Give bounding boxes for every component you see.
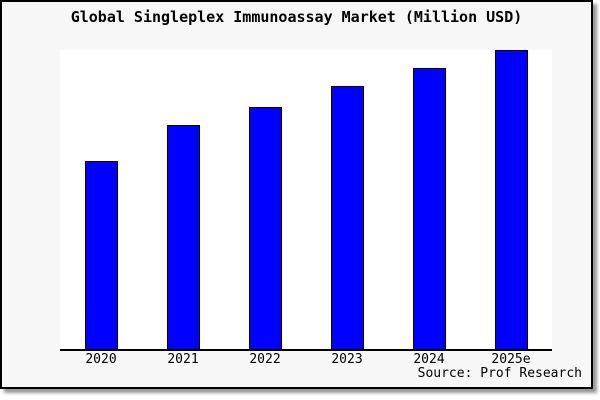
x-tick-label-2025e: 2025e — [491, 352, 531, 367]
source-text: Source: Prof Research — [417, 366, 582, 381]
chart-container: Global Singleplex Immunoassay Market (Mi… — [0, 0, 593, 389]
bar-2023 — [330, 85, 364, 349]
x-tick-label-2023: 2023 — [331, 352, 363, 367]
x-tick-label-2021: 2021 — [167, 352, 199, 367]
chart-title: Global Singleplex Immunoassay Market (Mi… — [70, 8, 523, 26]
bar-2025e — [494, 50, 528, 349]
bar-slot-2022 — [224, 50, 306, 349]
bar-slot-2020 — [60, 50, 142, 349]
bar-2021 — [166, 124, 200, 349]
bar-2020 — [84, 160, 118, 349]
x-tick-label-2022: 2022 — [249, 352, 281, 367]
bar-slot-2024 — [388, 50, 470, 349]
bar-slot-2025e — [470, 50, 552, 349]
bar-slot-2021 — [142, 50, 224, 349]
plot-area — [60, 50, 552, 351]
x-tick-label-2024: 2024 — [413, 352, 445, 367]
bar-2024 — [412, 67, 446, 349]
bar-2022 — [248, 106, 282, 349]
bar-slot-2023 — [306, 50, 388, 349]
x-tick-label-2020: 2020 — [85, 352, 117, 367]
bars-group — [60, 50, 552, 349]
x-axis-labels: 2020 2021 2022 2023 2024 2025e — [60, 353, 552, 367]
